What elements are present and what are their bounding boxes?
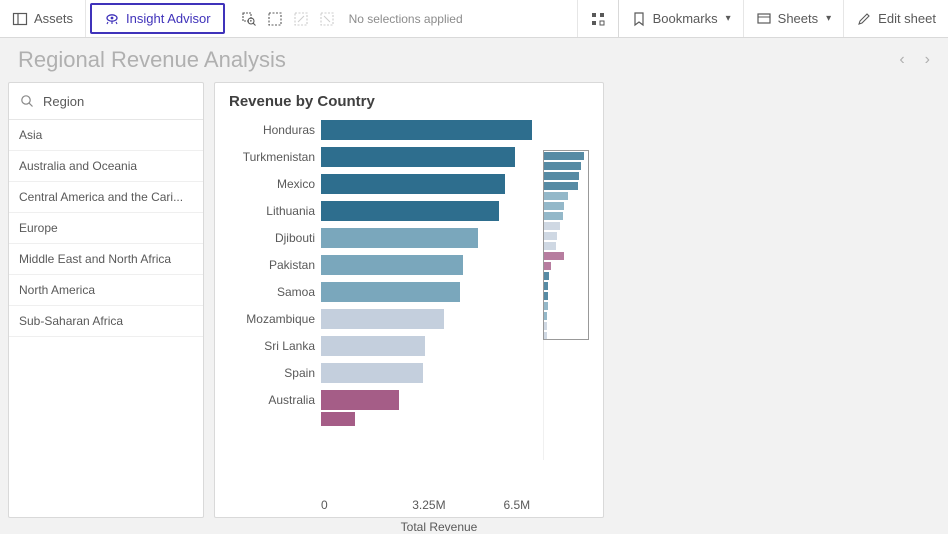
bar-fill bbox=[321, 363, 423, 383]
filter-list: Asia Australia and Oceania Central Ameri… bbox=[9, 120, 203, 337]
step-back-icon bbox=[293, 11, 309, 27]
top-toolbar: Assets Insight Advisor No selections app… bbox=[0, 0, 948, 38]
bar-label: Spain bbox=[223, 366, 321, 380]
filter-panel: Region Asia Australia and Oceania Centra… bbox=[8, 82, 204, 518]
bar-label: Sri Lanka bbox=[223, 339, 321, 353]
assets-label: Assets bbox=[34, 11, 73, 26]
step-fwd-icon bbox=[319, 11, 335, 27]
bar-fill bbox=[321, 201, 499, 221]
bar-fill bbox=[321, 174, 505, 194]
x-tick: 3.25M bbox=[412, 498, 503, 512]
filter-item[interactable]: Middle East and North Africa bbox=[9, 244, 203, 275]
bar-fill bbox=[321, 228, 478, 248]
filter-item[interactable]: Europe bbox=[9, 213, 203, 244]
chevron-down-icon: ▾ bbox=[826, 13, 831, 24]
filter-item[interactable]: Australia and Oceania bbox=[9, 151, 203, 182]
bar-row[interactable]: Spain bbox=[223, 359, 529, 386]
bookmarks-button[interactable]: Bookmarks ▾ bbox=[619, 0, 744, 37]
x-tick: 0 bbox=[321, 498, 412, 512]
pencil-icon bbox=[856, 11, 872, 27]
bar-row[interactable]: Samoa bbox=[223, 278, 529, 305]
selections-tool-icon[interactable] bbox=[267, 11, 283, 27]
filter-item[interactable]: Sub-Saharan Africa bbox=[9, 306, 203, 337]
x-axis: 0 3.25M 6.5M bbox=[223, 498, 595, 512]
bar-row[interactable] bbox=[223, 413, 529, 431]
bar-label: Mozambique bbox=[223, 312, 321, 326]
filter-item[interactable]: Asia bbox=[9, 120, 203, 151]
content-area: Region Asia Australia and Oceania Centra… bbox=[0, 82, 948, 526]
assets-icon bbox=[12, 11, 28, 27]
filter-item[interactable]: North America bbox=[9, 275, 203, 306]
prev-sheet-button[interactable]: ‹ bbox=[899, 51, 904, 69]
bar-label: Samoa bbox=[223, 285, 321, 299]
chart-minimap[interactable] bbox=[543, 150, 587, 460]
insight-icon bbox=[104, 11, 120, 27]
bar-label: Turkmenistan bbox=[223, 150, 321, 164]
bookmark-icon bbox=[631, 11, 647, 27]
bar-fill bbox=[321, 147, 515, 167]
bar-label: Lithuania bbox=[223, 204, 321, 218]
title-bar: Regional Revenue Analysis ‹ › bbox=[0, 38, 948, 82]
bar-row[interactable]: Mozambique bbox=[223, 305, 529, 332]
search-icon bbox=[19, 93, 35, 109]
bar-fill bbox=[321, 412, 355, 426]
insight-advisor-button[interactable]: Insight Advisor bbox=[90, 3, 225, 34]
edit-sheet-button[interactable]: Edit sheet bbox=[844, 0, 948, 37]
smart-search-icon[interactable] bbox=[241, 11, 257, 27]
chart-panel: Revenue by Country Honduras Turkmenistan M… bbox=[214, 82, 604, 518]
grid-icon bbox=[590, 11, 606, 27]
filter-title: Region bbox=[43, 94, 84, 109]
assets-button[interactable]: Assets bbox=[0, 0, 86, 37]
sheets-icon bbox=[756, 11, 772, 27]
no-selections-text: No selections applied bbox=[349, 12, 463, 26]
bars-area: Honduras Turkmenistan Mexico Lithuania Djibo… bbox=[223, 116, 529, 496]
bar-fill bbox=[321, 309, 444, 329]
edit-label: Edit sheet bbox=[878, 11, 936, 26]
chevron-down-icon: ▾ bbox=[726, 13, 731, 24]
filter-item[interactable]: Central America and the Cari... bbox=[9, 182, 203, 213]
bar-row[interactable]: Mexico bbox=[223, 170, 529, 197]
next-sheet-button[interactable]: › bbox=[925, 51, 930, 69]
bar-fill bbox=[321, 120, 532, 140]
bar-fill bbox=[321, 255, 463, 275]
bar-row[interactable]: Djibouti bbox=[223, 224, 529, 251]
bar-label: Pakistan bbox=[223, 258, 321, 272]
bar-row[interactable]: Honduras bbox=[223, 116, 529, 143]
sheets-button[interactable]: Sheets ▾ bbox=[744, 0, 845, 37]
selections-group: No selections applied bbox=[229, 0, 577, 37]
x-axis-label: Total Revenue bbox=[223, 520, 595, 534]
bar-label: Australia bbox=[223, 393, 321, 407]
bar-row[interactable]: Sri Lanka bbox=[223, 332, 529, 359]
minimap-window[interactable] bbox=[543, 150, 589, 340]
bookmarks-label: Bookmarks bbox=[653, 11, 718, 26]
insight-label: Insight Advisor bbox=[126, 11, 211, 26]
bar-fill bbox=[321, 282, 460, 302]
bar-label: Mexico bbox=[223, 177, 321, 191]
bar-row[interactable]: Pakistan bbox=[223, 251, 529, 278]
bar-row[interactable]: Lithuania bbox=[223, 197, 529, 224]
filter-header[interactable]: Region bbox=[9, 83, 203, 120]
selections-bar-icon[interactable] bbox=[577, 0, 618, 37]
sheets-label: Sheets bbox=[778, 11, 818, 26]
bar-fill bbox=[321, 390, 399, 410]
bar-fill bbox=[321, 336, 425, 356]
bar-row[interactable]: Turkmenistan bbox=[223, 143, 529, 170]
bar-row[interactable]: Australia bbox=[223, 386, 529, 413]
chart-title: Revenue by Country bbox=[223, 93, 595, 110]
bar-label: Djibouti bbox=[223, 231, 321, 245]
page-title: Regional Revenue Analysis bbox=[18, 47, 286, 73]
x-tick: 6.5M bbox=[503, 498, 594, 512]
bar-label: Honduras bbox=[223, 123, 321, 137]
chart-body[interactable]: Honduras Turkmenistan Mexico Lithuania Djibo… bbox=[223, 116, 595, 496]
